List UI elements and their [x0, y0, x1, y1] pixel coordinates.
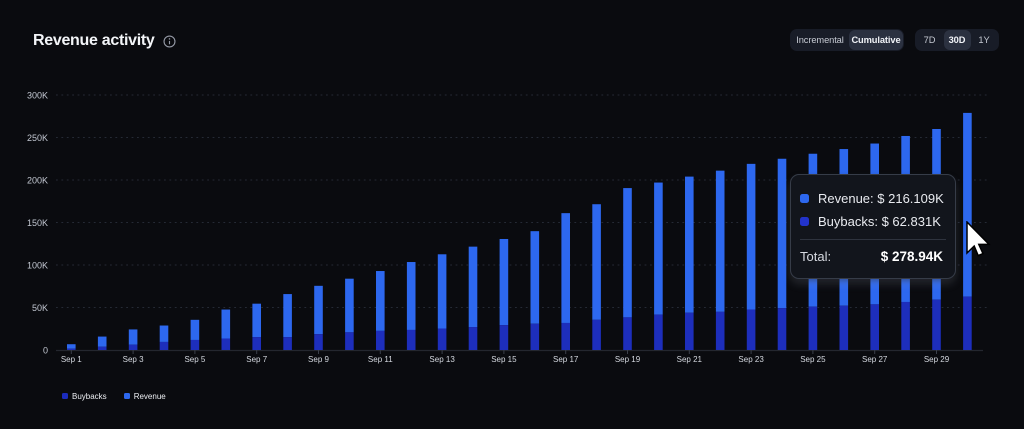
svg-text:150K: 150K: [27, 218, 48, 228]
svg-text:Sep 3: Sep 3: [123, 355, 144, 364]
svg-text:0: 0: [43, 345, 48, 355]
svg-text:Sep 13: Sep 13: [429, 355, 455, 364]
svg-text:Sep 11: Sep 11: [368, 355, 393, 364]
svg-text:Sep 23: Sep 23: [738, 355, 764, 364]
svg-text:Sep 7: Sep 7: [246, 355, 267, 364]
svg-text:300K: 300K: [27, 90, 48, 100]
svg-text:Sep 25: Sep 25: [800, 355, 826, 364]
svg-text:Sep 29: Sep 29: [924, 355, 950, 364]
svg-text:Sep 17: Sep 17: [553, 355, 579, 364]
svg-text:250K: 250K: [27, 133, 48, 143]
svg-text:Sep 5: Sep 5: [184, 355, 205, 364]
svg-text:Sep 27: Sep 27: [862, 355, 888, 364]
svg-text:Sep 21: Sep 21: [677, 355, 703, 364]
svg-text:Sep 1: Sep 1: [61, 355, 82, 364]
svg-text:Sep 15: Sep 15: [491, 355, 517, 364]
svg-text:Sep 9: Sep 9: [308, 355, 329, 364]
svg-text:200K: 200K: [27, 175, 48, 185]
svg-text:Sep 19: Sep 19: [615, 355, 641, 364]
svg-text:50K: 50K: [32, 303, 48, 313]
svg-text:100K: 100K: [27, 260, 48, 270]
